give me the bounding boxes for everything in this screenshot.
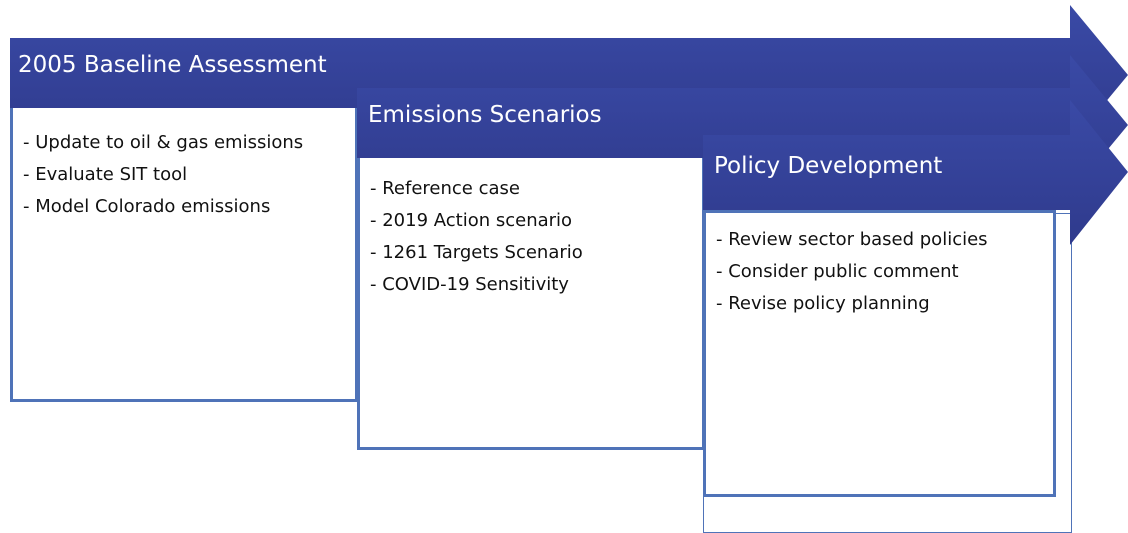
page: 2005 Baseline Assessment - Update to oil…: [10, 5, 1128, 533]
item: - Consider public comment: [716, 261, 959, 282]
item: - Revise policy planning: [716, 293, 930, 314]
stage-title: 2005 Baseline Assessment: [18, 52, 327, 78]
item: - Evaluate SIT tool: [23, 164, 188, 185]
stage-box: - Update to oil & gas emissions - Evalua…: [10, 108, 358, 402]
stage-box: - Review sector based policies - Conside…: [703, 210, 1056, 497]
item: - Reference case: [370, 178, 520, 199]
item: - Model Colorado emissions: [23, 196, 271, 217]
item: - COVID-19 Sensitivity: [370, 274, 569, 295]
stage-box: - Reference case - 2019 Action scenario …: [357, 158, 705, 450]
item: - 1261 Targets Scenario: [370, 242, 583, 263]
item: - Update to oil & gas emissions: [23, 132, 304, 153]
stage-title: Policy Development: [714, 153, 943, 179]
item: - 2019 Action scenario: [370, 210, 573, 231]
stage-title: Emissions Scenarios: [368, 102, 602, 128]
item: - Review sector based policies: [716, 229, 988, 250]
